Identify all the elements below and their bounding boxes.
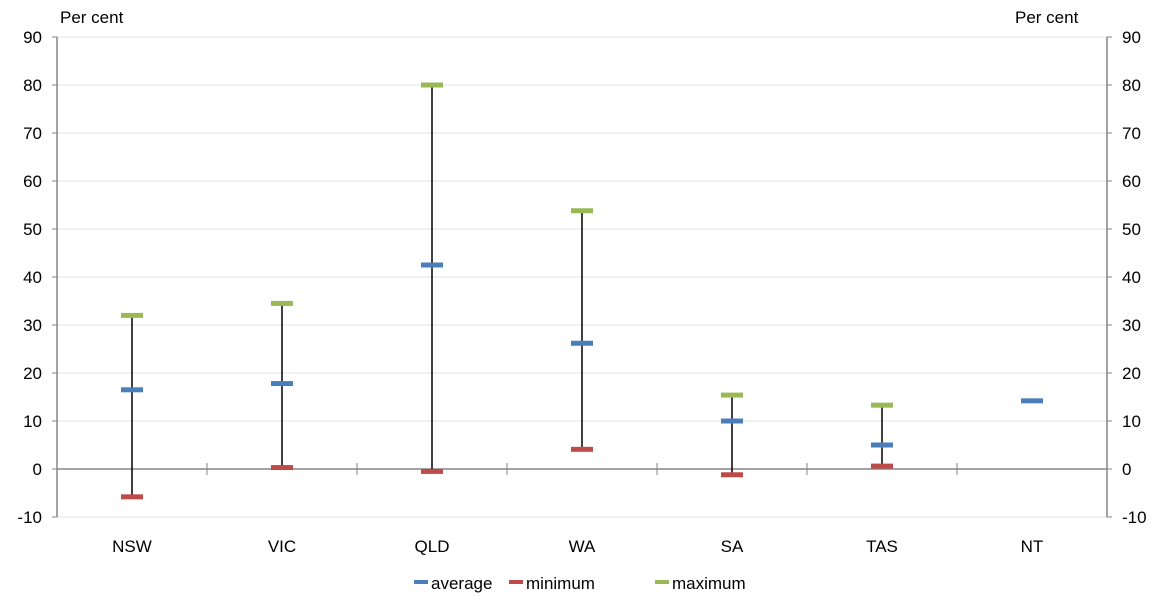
y-tick-label-left: 60 (23, 172, 42, 191)
range-lines (131, 85, 883, 497)
minimum-marker (121, 494, 143, 500)
range-chart: -10 -10 0 0 10 10 20 20 30 30 40 40 50 50 60 60 70 70 80 80… (17, 28, 1146, 556)
legend-item-minimum: minimum (509, 574, 595, 594)
maximum-marker (121, 312, 143, 318)
x-tick-label: TAS (866, 537, 898, 556)
y-tick-label-right: 60 (1122, 172, 1141, 191)
legend-item-average: average (414, 574, 492, 594)
average-marker (1021, 398, 1043, 404)
average-marker (871, 442, 893, 448)
y-tick-label-left: 80 (23, 76, 42, 95)
tick-labels: -10 -10 0 0 10 10 20 20 30 30 40 40 50 50 60 60 70 70 80 80… (17, 28, 1146, 556)
legend-label: average (431, 574, 493, 593)
y-tick-label-left: -10 (17, 508, 42, 527)
average-marker (721, 418, 743, 424)
y-tick-label-right: 40 (1122, 268, 1141, 287)
maximum-marker (421, 82, 443, 88)
legend-swatch (509, 579, 523, 584)
legend-item-maximum: maximum (655, 574, 746, 594)
y-tick-label-left: 30 (23, 316, 42, 335)
x-tick-label: QLD (415, 537, 450, 556)
minimum-marker (271, 465, 293, 471)
legend-label: maximum (672, 574, 746, 593)
legend: average minimum maximum (0, 574, 1165, 598)
average-marker (571, 340, 593, 346)
y-tick-label-left: 10 (23, 412, 42, 431)
minimum-marker (421, 468, 443, 474)
y-tick-label-right: 20 (1122, 364, 1141, 383)
x-tick-label: WA (569, 537, 596, 556)
y-tick-label-right: 0 (1122, 460, 1131, 479)
y-tick-label-right: 90 (1122, 28, 1141, 47)
maximum-marker (271, 300, 293, 306)
y-tick-label-right: 10 (1122, 412, 1141, 431)
axes (52, 36, 1112, 518)
x-tick-label: VIC (268, 537, 296, 556)
minimum-marker (721, 472, 743, 478)
left-axis-unit-label: Per cent (60, 8, 124, 27)
average-marker (121, 387, 143, 393)
markers (121, 82, 1043, 500)
average-marker (421, 262, 443, 268)
y-tick-label-left: 20 (23, 364, 42, 383)
legend-swatch (655, 579, 669, 584)
y-tick-label-right: 70 (1122, 124, 1141, 143)
y-tick-label-left: 40 (23, 268, 42, 287)
right-axis-unit-label: Per cent (1015, 8, 1079, 27)
y-tick-label-right: 30 (1122, 316, 1141, 335)
maximum-marker (721, 392, 743, 398)
minimum-marker (571, 446, 593, 452)
y-tick-label-left: 50 (23, 220, 42, 239)
x-tick-label: SA (721, 537, 744, 556)
x-tick-label: NSW (112, 537, 152, 556)
maximum-marker (571, 208, 593, 214)
legend-label: minimum (526, 574, 595, 593)
average-marker (271, 381, 293, 387)
legend-swatch (414, 579, 428, 584)
y-tick-label-right: 80 (1122, 76, 1141, 95)
y-tick-label-left: 90 (23, 28, 42, 47)
y-tick-label-left: 0 (33, 460, 42, 479)
maximum-marker (871, 402, 893, 408)
y-tick-label-right: -10 (1122, 508, 1147, 527)
y-tick-label-right: 50 (1122, 220, 1141, 239)
y-tick-label-left: 70 (23, 124, 42, 143)
minimum-marker (871, 463, 893, 469)
x-tick-label: NT (1021, 537, 1044, 556)
